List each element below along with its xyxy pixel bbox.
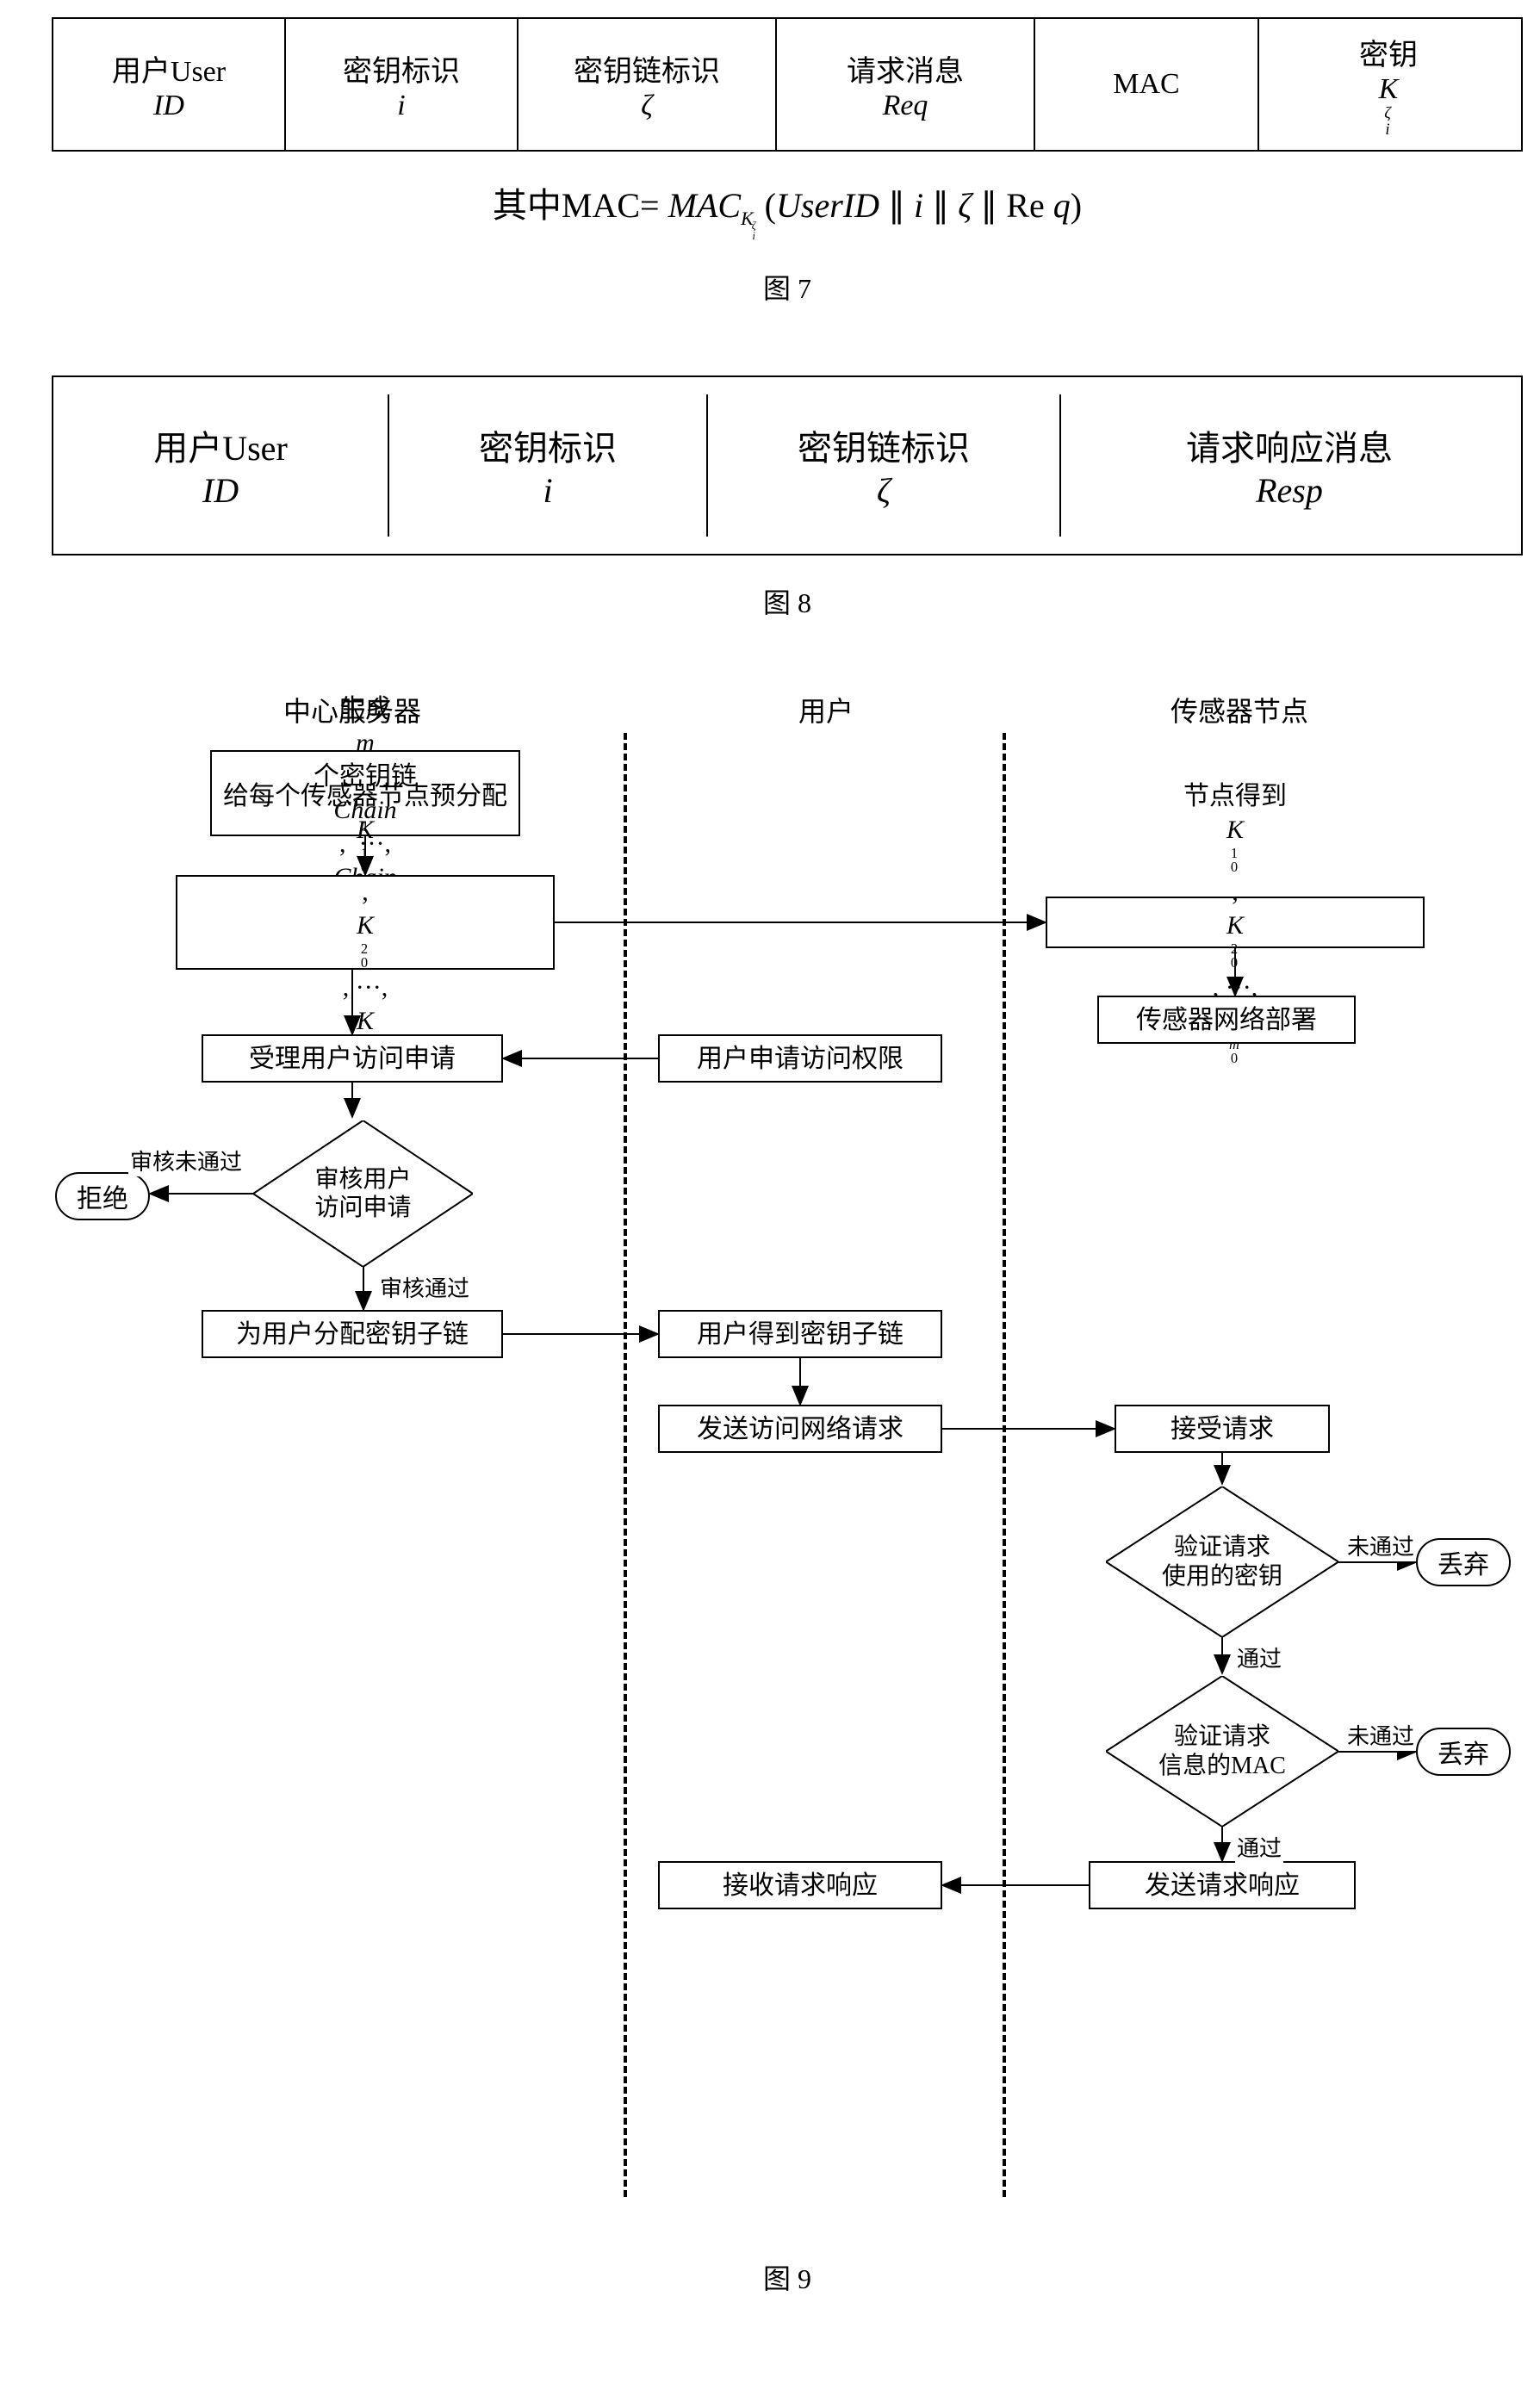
fig8-caption: 图 8 xyxy=(17,581,1540,621)
process-node_get: 节点得到K10, K20, ···, Km0 xyxy=(1046,897,1425,948)
table-cell: 密钥Kζi xyxy=(1259,19,1518,150)
edge-label-mac_fail: 未通过 xyxy=(1345,1719,1416,1751)
terminal-reject: 拒绝 xyxy=(55,1172,150,1220)
fig7-formula: 其中MAC= MACKζi (UserID ∥ i ∥ ζ ∥ Re q) xyxy=(17,177,1540,241)
process-deploy: 传感器网络部署 xyxy=(1097,996,1356,1044)
edge-label-mac_pass: 通过 xyxy=(1235,1831,1283,1863)
fig9-caption: 图 9 xyxy=(17,2257,1540,2297)
decision-ver_mac: 验证请求信息的MAC xyxy=(1106,1676,1338,1827)
lane-header-sensor: 传感器节点 xyxy=(1140,690,1338,729)
process-send_req: 发送访问网络请求 xyxy=(658,1405,942,1453)
process-send_resp: 发送请求响应 xyxy=(1089,1861,1356,1909)
process-accept_app: 受理用户访问申请 xyxy=(202,1034,503,1083)
table-cell: 密钥标识i xyxy=(286,19,519,150)
process-apply: 用户申请访问权限 xyxy=(658,1034,942,1083)
table-cell: 请求消息Req xyxy=(777,19,1035,150)
table-cell: 密钥链标识ζ xyxy=(708,394,1061,537)
process-pre: 给每个传感器节点预分配K10, K20, ···, Km0 xyxy=(176,875,555,970)
table-cell: 请求响应消息Resp xyxy=(1061,394,1518,537)
terminal-discard1: 丢弃 xyxy=(1416,1538,1511,1586)
fig9-flowchart: 中心服务器用户传感器节点生成m个密钥链Chain1, ···,Chainm给每个… xyxy=(55,690,1519,2223)
fig8-table: 用户UserID密钥标识i密钥链标识ζ请求响应消息Resp xyxy=(52,375,1523,555)
decision-ver_key: 验证请求使用的密钥 xyxy=(1106,1486,1338,1637)
fig7-table: 用户UserID密钥标识i密钥链标识ζ请求消息ReqMAC密钥Kζi xyxy=(52,17,1523,152)
lane-header-user: 用户 xyxy=(727,690,925,729)
decision-audit: 审核用户访问申请 xyxy=(253,1120,473,1267)
edge-label-key_pass: 通过 xyxy=(1235,1641,1283,1673)
process-recv_resp: 接收请求响应 xyxy=(658,1861,942,1909)
table-cell: 密钥链标识ζ xyxy=(519,19,777,150)
process-user_get: 用户得到密钥子链 xyxy=(658,1310,942,1358)
table-cell: MAC xyxy=(1035,19,1259,150)
lane-divider xyxy=(624,733,627,2197)
edge-label-audit_pass: 审核通过 xyxy=(378,1271,471,1303)
table-cell: 用户UserID xyxy=(53,19,286,150)
lane-divider xyxy=(1003,733,1006,2197)
process-recv_req: 接受请求 xyxy=(1115,1405,1330,1453)
process-assign: 为用户分配密钥子链 xyxy=(202,1310,503,1358)
fig7-caption: 图 7 xyxy=(17,267,1540,307)
edge-label-key_fail: 未通过 xyxy=(1345,1530,1416,1561)
terminal-discard2: 丢弃 xyxy=(1416,1728,1511,1776)
table-cell: 用户UserID xyxy=(53,394,389,537)
edge-label-audit_fail: 审核未通过 xyxy=(128,1145,244,1176)
table-cell: 密钥标识i xyxy=(389,394,708,537)
